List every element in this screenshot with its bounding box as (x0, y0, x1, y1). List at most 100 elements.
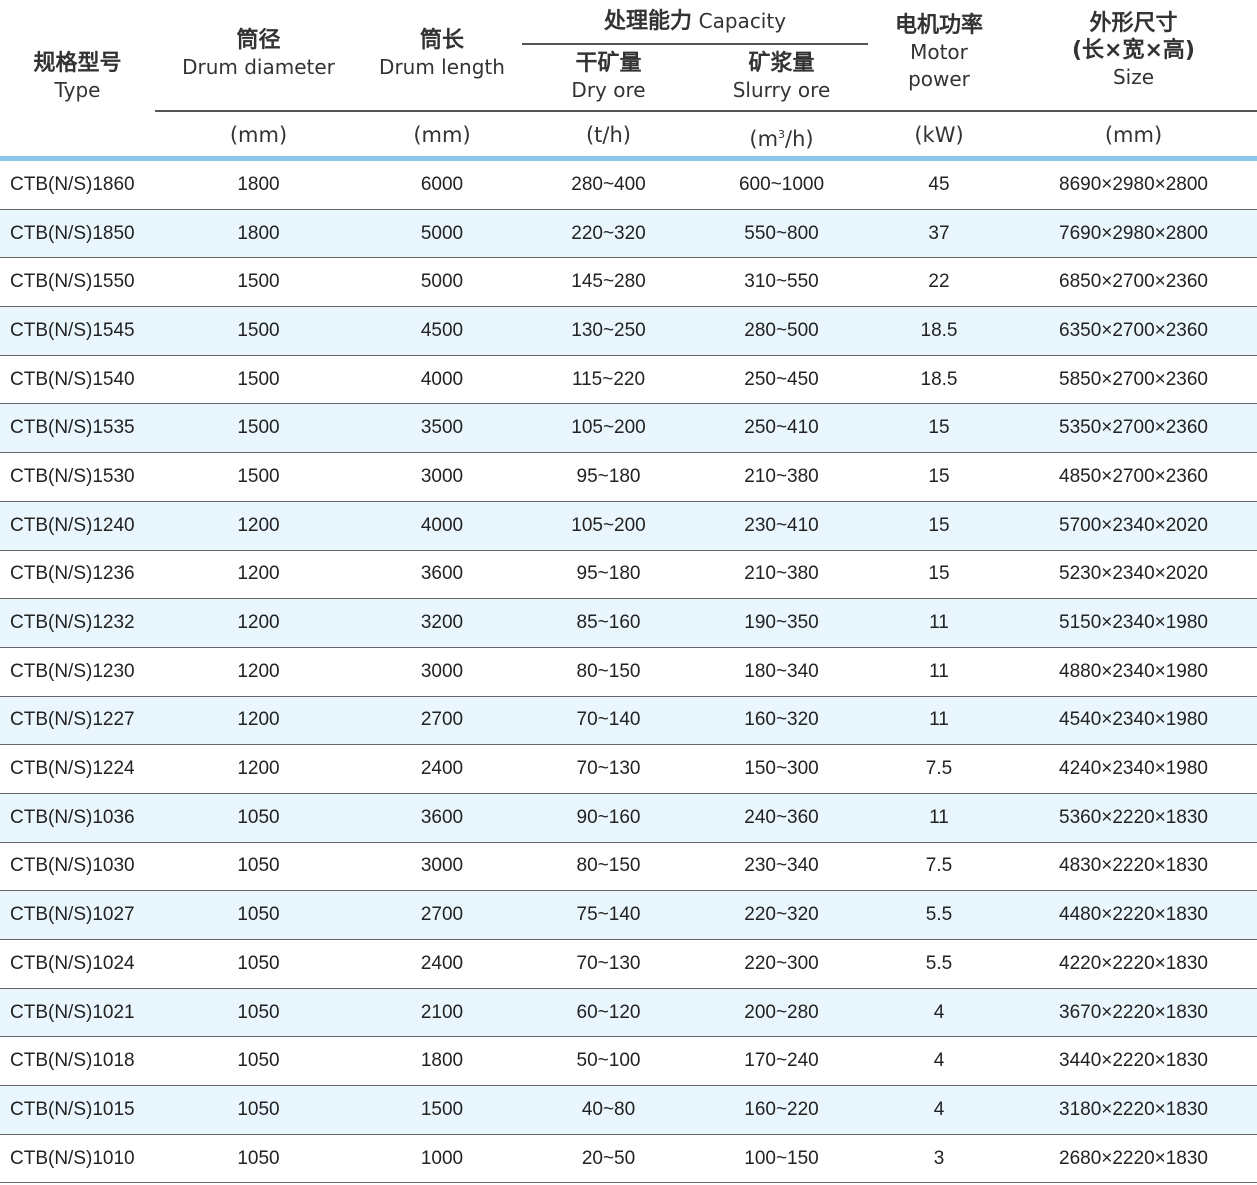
cell-drum-diameter: 1500 (155, 452, 362, 502)
cell-size: 3670×2220×1830 (1010, 988, 1257, 1038)
cell-drum-length: 3000 (362, 842, 522, 892)
cell-slurry-ore: 600~1000 (695, 161, 868, 210)
cell-type: CTB(N/S)1230 (0, 647, 155, 697)
unit-slurry-ore: (m3/h) (695, 120, 868, 154)
cell-drum-diameter: 1200 (155, 696, 362, 746)
header-drum-length: 筒长 Drum length (362, 27, 522, 81)
cell-drum-length: 3000 (362, 452, 522, 502)
cell-size: 7690×2980×2800 (1010, 209, 1257, 259)
cell-size: 4830×2220×1830 (1010, 842, 1257, 892)
cell-slurry-ore: 190~350 (695, 598, 868, 648)
cell-drum-diameter: 1050 (155, 988, 362, 1038)
drum-diameter-cn: 筒径 (236, 28, 281, 53)
spec-table: CTB(N/S)1860 1800 6000 280~400 600~1000 45 869… (0, 161, 1257, 1184)
cell-dry-ore: 70~140 (522, 696, 695, 746)
table-row: CTB(N/S)1530 1500 3000 95~180 210~380 15 4850×… (0, 452, 1257, 502)
cell-size: 5360×2220×1830 (1010, 793, 1257, 843)
cell-type: CTB(N/S)1545 (0, 306, 155, 356)
cell-dry-ore: 80~150 (522, 842, 695, 892)
cell-dry-ore: 60~120 (522, 988, 695, 1038)
cell-type: CTB(N/S)1036 (0, 793, 155, 843)
cell-size: 5700×2340×2020 (1010, 501, 1257, 551)
cell-dry-ore: 145~280 (522, 257, 695, 308)
cell-drum-diameter: 1200 (155, 744, 362, 794)
cell-slurry-ore: 100~150 (695, 1134, 868, 1184)
cell-drum-length: 4000 (362, 355, 522, 405)
cell-motor-power: 18.5 (868, 355, 1010, 405)
cell-motor-power: 15 (868, 501, 1010, 551)
cell-drum-length: 5000 (362, 257, 522, 308)
table-row: CTB(N/S)1850 1800 5000 220~320 550~800 37 7690… (0, 209, 1257, 259)
cell-drum-diameter: 1200 (155, 647, 362, 697)
cell-slurry-ore: 230~410 (695, 501, 868, 551)
cell-dry-ore: 90~160 (522, 793, 695, 843)
motor-power-en2: power (908, 67, 970, 91)
cell-drum-diameter: 1500 (155, 355, 362, 405)
header-capacity: 处理能力 Capacity (522, 8, 868, 35)
cell-dry-ore: 105~200 (522, 403, 695, 454)
table-row: CTB(N/S)1535 1500 3500 105~200 250~410 15 5350… (0, 403, 1257, 454)
cell-type: CTB(N/S)1030 (0, 842, 155, 892)
drum-length-en: Drum length (379, 55, 505, 79)
cell-motor-power: 4 (868, 988, 1010, 1038)
table-row: CTB(N/S)1240 1200 4000 105~200 230~410 15 5700… (0, 501, 1257, 551)
cell-slurry-ore: 150~300 (695, 744, 868, 794)
cell-motor-power: 45 (868, 161, 1010, 210)
table-row: CTB(N/S)1540 1500 4000 115~220 250~450 18.5 58… (0, 355, 1257, 405)
type-en: Type (54, 78, 101, 102)
cell-type: CTB(N/S)1021 (0, 988, 155, 1038)
header-size: 外形尺寸 (长×宽×高) Size (1010, 10, 1257, 91)
cell-type: CTB(N/S)1232 (0, 598, 155, 648)
cell-drum-length: 3200 (362, 598, 522, 648)
unit-drum-diameter: (mm) (229, 123, 288, 147)
cell-slurry-ore: 170~240 (695, 1036, 868, 1087)
cell-drum-diameter: 1800 (155, 161, 362, 210)
capacity-cn: 处理能力 (603, 9, 692, 34)
cell-drum-length: 2700 (362, 890, 522, 940)
cell-size: 4850×2700×2360 (1010, 452, 1257, 502)
table-header: 规格型号 Type 筒径 Drum diameter 筒长 Drum lengt… (0, 0, 1257, 157)
cell-motor-power: 4 (868, 1085, 1010, 1135)
cell-drum-length: 1800 (362, 1036, 522, 1087)
cell-dry-ore: 95~180 (522, 452, 695, 502)
header-drum-diameter: 筒径 Drum diameter (155, 27, 362, 81)
table-row: CTB(N/S)1010 1050 1000 20~50 100~150 3 2680×22… (0, 1134, 1257, 1184)
capacity-en: Capacity (698, 9, 787, 33)
cell-dry-ore: 115~220 (522, 355, 695, 405)
cell-drum-length: 2400 (362, 744, 522, 794)
cell-type: CTB(N/S)1015 (0, 1085, 155, 1135)
cell-slurry-ore: 550~800 (695, 209, 868, 259)
unit-dry-ore: (t/h) (585, 123, 631, 147)
cell-type: CTB(N/S)1850 (0, 209, 155, 259)
cell-motor-power: 15 (868, 452, 1010, 502)
cell-motor-power: 5.5 (868, 939, 1010, 989)
cell-slurry-ore: 210~380 (695, 550, 868, 600)
table-row: CTB(N/S)1024 1050 2400 70~130 220~300 5.5 4220… (0, 939, 1257, 989)
cell-drum-length: 2100 (362, 988, 522, 1038)
cell-drum-diameter: 1500 (155, 257, 362, 308)
drum-diameter-en: Drum diameter (182, 55, 335, 79)
cell-type: CTB(N/S)1535 (0, 403, 155, 454)
header-dry-ore: 干矿量 Dry ore (522, 50, 695, 104)
cell-drum-diameter: 1050 (155, 939, 362, 989)
cell-motor-power: 11 (868, 696, 1010, 746)
cell-dry-ore: 20~50 (522, 1134, 695, 1184)
cell-dry-ore: 85~160 (522, 598, 695, 648)
cell-type: CTB(N/S)1224 (0, 744, 155, 794)
cell-size: 5850×2700×2360 (1010, 355, 1257, 405)
cell-motor-power: 37 (868, 209, 1010, 259)
table-row: CTB(N/S)1015 1050 1500 40~80 160~220 4 3180×22… (0, 1085, 1257, 1135)
cell-slurry-ore: 160~320 (695, 696, 868, 746)
motor-power-cn: 电机功率 (894, 13, 983, 38)
cell-slurry-ore: 250~450 (695, 355, 868, 405)
cell-drum-diameter: 1200 (155, 550, 362, 600)
cell-motor-power: 11 (868, 647, 1010, 697)
cell-slurry-ore: 250~410 (695, 403, 868, 454)
cell-size: 2680×2220×1830 (1010, 1134, 1257, 1184)
cell-dry-ore: 75~140 (522, 890, 695, 940)
cell-drum-length: 2700 (362, 696, 522, 746)
cell-type: CTB(N/S)1227 (0, 696, 155, 746)
table-row: CTB(N/S)1860 1800 6000 280~400 600~1000 45 869… (0, 161, 1257, 210)
cell-size: 5150×2340×1980 (1010, 598, 1257, 648)
cell-drum-length: 1000 (362, 1134, 522, 1184)
